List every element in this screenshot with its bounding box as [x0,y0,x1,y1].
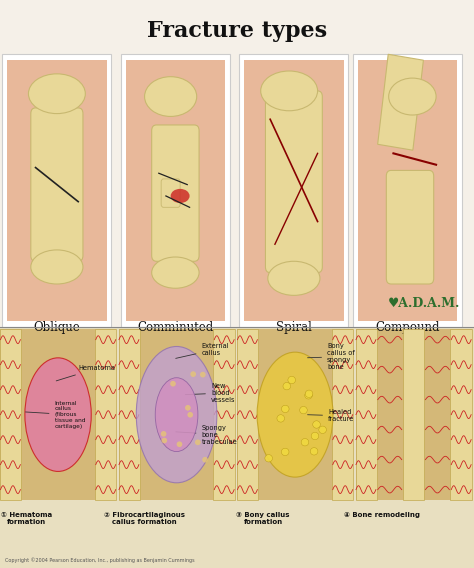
FancyBboxPatch shape [265,91,322,273]
Ellipse shape [200,372,206,378]
Ellipse shape [319,426,327,433]
Ellipse shape [265,454,273,462]
Ellipse shape [161,431,166,437]
Bar [0,329,116,500]
Text: External
callus: External callus [176,343,229,358]
FancyBboxPatch shape [161,179,180,207]
Bar [356,329,472,500]
Ellipse shape [171,189,190,203]
Ellipse shape [305,391,312,399]
Ellipse shape [170,381,176,387]
Ellipse shape [283,382,291,390]
Text: Internal
callus
(fibrous
tissue and
cartilage): Internal callus (fibrous tissue and cart… [26,400,85,429]
Ellipse shape [202,457,208,462]
Bar [0,329,21,500]
Ellipse shape [177,441,182,447]
Ellipse shape [257,352,333,477]
Ellipse shape [305,390,313,398]
FancyBboxPatch shape [353,54,462,327]
FancyBboxPatch shape [239,54,348,327]
Text: ♥A.D.A.M.: ♥A.D.A.M. [387,296,460,310]
Polygon shape [378,55,423,150]
Bar [358,60,457,321]
Bar [403,329,424,500]
Text: Bony
callus of
spongy
bone: Bony callus of spongy bone [308,343,355,370]
Ellipse shape [25,358,91,471]
Ellipse shape [300,407,307,414]
Text: Comminuted: Comminuted [137,321,213,334]
Bar [118,329,235,500]
Text: Compound: Compound [375,321,440,334]
Ellipse shape [28,74,85,114]
Ellipse shape [162,438,167,444]
Ellipse shape [311,432,319,440]
Ellipse shape [136,346,217,483]
Bar [126,60,225,321]
Ellipse shape [261,71,318,111]
Text: Spongy
bone
trabeculae: Spongy bone trabeculae [176,424,237,445]
Ellipse shape [282,405,289,412]
Ellipse shape [152,257,199,288]
Ellipse shape [185,405,191,411]
Ellipse shape [195,440,201,445]
Ellipse shape [288,377,295,384]
Bar [237,329,258,500]
Ellipse shape [310,448,318,455]
Ellipse shape [187,412,193,417]
FancyBboxPatch shape [386,170,434,284]
Bar [0,0,474,327]
Bar [7,60,107,321]
Bar [450,329,472,500]
FancyBboxPatch shape [31,108,83,261]
Text: ④ Bone remodeling: ④ Bone remodeling [344,512,419,519]
Ellipse shape [191,371,196,377]
Text: Healed
fracture: Healed fracture [308,410,355,422]
Text: ① Hematoma
formation: ① Hematoma formation [0,512,52,525]
Bar [332,329,353,500]
Ellipse shape [301,438,309,446]
FancyBboxPatch shape [152,125,199,261]
Text: Hematoma: Hematoma [56,365,115,381]
Text: Oblique: Oblique [34,321,80,334]
FancyBboxPatch shape [2,54,111,327]
Text: ② Fibrocartilaginous
callus formation: ② Fibrocartilaginous callus formation [104,512,185,525]
Bar [356,329,377,500]
Text: Copyright ©2004 Pearson Education, Inc., publishing as Benjamin Cummings: Copyright ©2004 Pearson Education, Inc.,… [5,558,194,563]
Ellipse shape [268,261,320,295]
Ellipse shape [277,415,284,422]
Bar [0,327,474,568]
Bar [244,60,344,321]
Ellipse shape [313,421,320,428]
Bar [237,329,353,500]
Ellipse shape [282,448,289,456]
Ellipse shape [389,78,436,115]
Bar [118,329,140,500]
Ellipse shape [31,250,83,284]
Text: Fracture types: Fracture types [147,20,327,42]
FancyBboxPatch shape [121,54,230,327]
Ellipse shape [145,77,197,116]
Text: New
blood
vessels: New blood vessels [185,383,236,403]
Bar [95,329,116,500]
Text: Spiral: Spiral [276,321,312,334]
Text: ③ Bony callus
formation: ③ Bony callus formation [237,512,290,525]
Ellipse shape [155,378,198,452]
Bar [213,329,235,500]
